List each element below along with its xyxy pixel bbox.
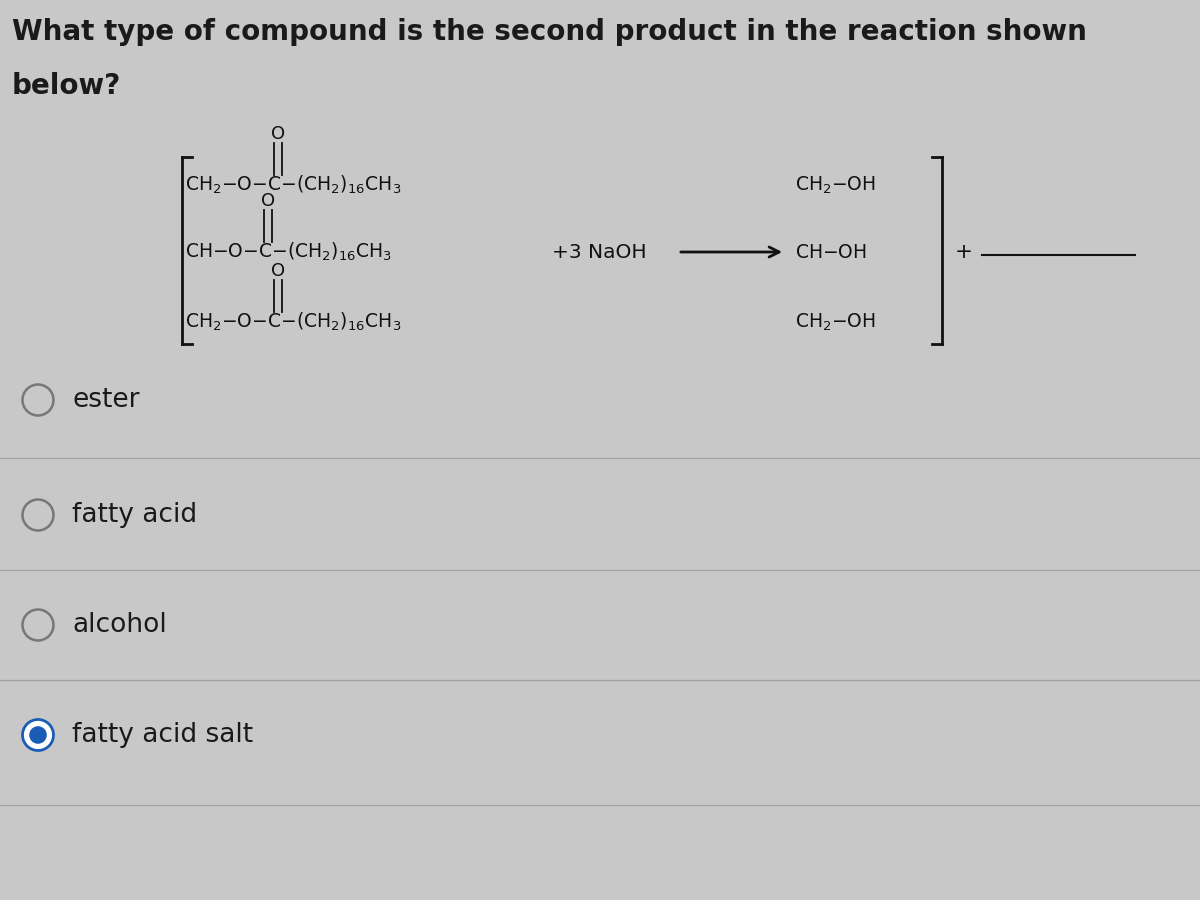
Text: O: O (271, 125, 286, 143)
Text: What type of compound is the second product in the reaction shown: What type of compound is the second prod… (12, 18, 1087, 46)
Text: $\mathsf{CH_2{-}OH}$: $\mathsf{CH_2{-}OH}$ (796, 175, 876, 195)
Text: below?: below? (12, 72, 121, 100)
Text: ester: ester (72, 387, 139, 413)
Circle shape (23, 719, 54, 751)
Text: fatty acid salt: fatty acid salt (72, 722, 253, 748)
Text: O: O (260, 192, 275, 210)
Text: alcohol: alcohol (72, 612, 167, 638)
Text: $\mathsf{CH{-}O{-}C{-}(CH_2)_{16}CH_3}$: $\mathsf{CH{-}O{-}C{-}(CH_2)_{16}CH_3}$ (185, 241, 392, 263)
Text: $\mathsf{CH_2{-}O{-}C{-}(CH_2)_{16}CH_3}$: $\mathsf{CH_2{-}O{-}C{-}(CH_2)_{16}CH_3}… (185, 310, 401, 333)
Text: O: O (271, 262, 286, 280)
Text: +3 NaOH: +3 NaOH (552, 242, 647, 262)
Text: $\mathsf{CH_2{-}OH}$: $\mathsf{CH_2{-}OH}$ (796, 311, 876, 333)
Circle shape (29, 726, 47, 743)
Text: $\mathsf{CH{-}OH}$: $\mathsf{CH{-}OH}$ (796, 242, 866, 262)
Text: +: + (955, 242, 973, 262)
Text: fatty acid: fatty acid (72, 502, 197, 528)
Text: $\mathsf{CH_2{-}O{-}C{-}(CH_2)_{16}CH_3}$: $\mathsf{CH_2{-}O{-}C{-}(CH_2)_{16}CH_3}… (185, 174, 401, 196)
